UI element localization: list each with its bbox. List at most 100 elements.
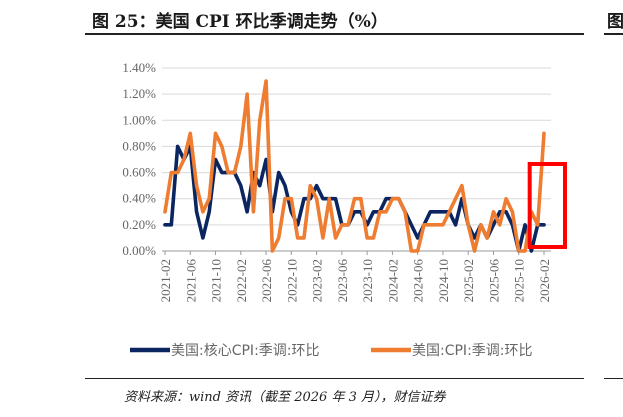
data-point <box>341 224 343 226</box>
x-tick-label: 2024-06 <box>411 259 426 303</box>
y-tick-label: 0.00% <box>122 243 156 258</box>
data-point <box>473 250 475 252</box>
y-tick-label: 0.60% <box>122 165 156 180</box>
title-rule-right <box>604 33 623 35</box>
data-point <box>322 237 324 239</box>
data-point <box>435 211 437 213</box>
data-point <box>315 198 317 200</box>
data-point <box>543 224 545 226</box>
data-point <box>505 211 507 213</box>
data-point <box>385 198 387 200</box>
data-point <box>221 171 223 173</box>
data-point <box>398 198 400 200</box>
data-point <box>391 198 393 200</box>
x-tick-label: 2022-10 <box>284 259 299 302</box>
data-point <box>309 184 311 186</box>
data-point <box>233 171 235 173</box>
data-point <box>246 93 248 95</box>
data-point <box>202 237 204 239</box>
data-point <box>195 211 197 213</box>
data-point <box>240 184 242 186</box>
data-point <box>214 132 216 134</box>
data-point <box>410 250 412 252</box>
source-rule-right <box>604 378 623 379</box>
data-point <box>183 158 185 160</box>
data-point <box>328 198 330 200</box>
data-point <box>240 145 242 147</box>
data-point <box>195 184 197 186</box>
data-point <box>278 237 280 239</box>
source-rule <box>85 378 584 379</box>
x-tick-label: 2023-06 <box>335 259 350 303</box>
y-tick-label: 0.40% <box>122 191 156 206</box>
data-point <box>416 237 418 239</box>
x-tick-label: 2022-06 <box>259 259 274 303</box>
data-point <box>334 237 336 239</box>
data-point <box>518 250 520 252</box>
data-point <box>385 211 387 213</box>
data-point <box>454 224 456 226</box>
highlight-box <box>527 162 568 249</box>
data-point <box>492 211 494 213</box>
y-tick-label: 0.20% <box>122 217 156 232</box>
data-point <box>372 211 374 213</box>
data-point <box>410 224 412 226</box>
x-tick-label: 2023-02 <box>310 259 325 302</box>
data-point <box>208 198 210 200</box>
data-point <box>499 224 501 226</box>
data-point <box>259 119 261 121</box>
x-tick-label: 2026-02 <box>537 259 552 302</box>
data-point <box>404 211 406 213</box>
series-line-cpi <box>163 79 546 253</box>
data-point <box>454 198 456 200</box>
data-point <box>423 224 425 226</box>
data-point <box>265 158 267 160</box>
data-point <box>543 132 545 134</box>
data-point <box>176 145 178 147</box>
x-tick-label: 2021-10 <box>209 259 224 302</box>
data-point <box>259 184 261 186</box>
cpi-line-chart: 0.00% 0.20% 0.40% 0.60% 0.80% 1.00% 1.20% 1.40%… <box>122 60 568 359</box>
data-point <box>227 171 229 173</box>
data-point <box>511 211 513 213</box>
data-point <box>429 224 431 226</box>
data-point <box>176 171 178 173</box>
data-point <box>486 237 488 239</box>
data-point <box>372 237 374 239</box>
data-point <box>290 198 292 200</box>
y-tick-label: 0.80% <box>122 138 156 153</box>
data-point <box>492 224 494 226</box>
y-tick-label: 1.40% <box>122 60 156 75</box>
data-point <box>271 250 273 252</box>
data-point <box>416 250 418 252</box>
x-tick-label: 2024-10 <box>436 259 451 302</box>
data-point <box>461 184 463 186</box>
data-point <box>536 224 538 226</box>
x-tick-label: 2025-06 <box>486 259 501 303</box>
data-point <box>189 132 191 134</box>
data-point <box>208 211 210 213</box>
data-point <box>284 184 286 186</box>
data-point <box>360 198 362 200</box>
data-point <box>164 224 166 226</box>
data-point <box>379 211 381 213</box>
x-tick-label: 2025-02 <box>461 259 476 302</box>
data-point <box>467 224 469 226</box>
data-point <box>202 211 204 213</box>
data-point <box>530 250 532 252</box>
data-point <box>265 80 267 82</box>
y-tick-label: 1.00% <box>122 112 156 127</box>
data-point <box>278 171 280 173</box>
data-point <box>505 198 507 200</box>
x-tick-label: 2022-02 <box>234 259 249 302</box>
data-point <box>221 145 223 147</box>
data-point <box>164 211 166 213</box>
data-point <box>347 224 349 226</box>
data-point <box>435 224 437 226</box>
data-point <box>284 198 286 200</box>
legend-label: 美国:CPI:季调:环比 <box>412 343 533 359</box>
x-tick-label: 2023-10 <box>360 259 375 302</box>
data-point <box>524 250 526 252</box>
data-point <box>448 211 450 213</box>
x-tick-label: 2025-10 <box>512 259 527 302</box>
